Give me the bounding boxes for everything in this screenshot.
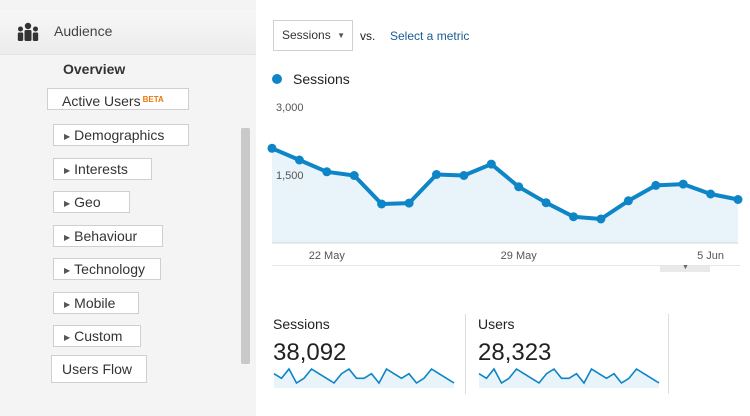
data-point[interactable]	[294, 155, 304, 165]
sparkline-line	[273, 367, 455, 385]
sidebar-section-label: Audience	[54, 23, 113, 39]
scorecard-users: Users 28,323	[478, 314, 663, 392]
audience-people-icon	[17, 22, 39, 41]
y-tick-label: 1,500	[276, 170, 304, 182]
legend-label: Sessions	[293, 71, 350, 87]
data-point[interactable]	[349, 171, 359, 180]
data-point[interactable]	[651, 180, 661, 190]
chart-divider	[272, 265, 740, 266]
sidebar-section-audience[interactable]: Audience	[0, 10, 256, 55]
scorecard-divider	[668, 314, 669, 394]
data-point[interactable]	[623, 196, 633, 206]
caret-down-icon: ▼	[682, 264, 689, 271]
sparkline	[273, 367, 455, 388]
sidebar-scrollbar-thumb[interactable]	[241, 128, 250, 364]
chevron-right-icon: ▶	[64, 333, 71, 342]
data-point[interactable]	[377, 199, 387, 209]
data-point[interactable]	[322, 167, 332, 177]
data-point[interactable]	[706, 189, 716, 199]
chevron-right-icon: ▶	[64, 300, 71, 309]
select-metric-link[interactable]: Select a metric	[390, 29, 470, 43]
sidebar-item-label: Mobile	[74, 295, 116, 311]
data-point[interactable]	[541, 198, 551, 208]
scorecard-sessions: Sessions 38,092	[273, 314, 458, 392]
sidebar-item-label: Users Flow	[62, 361, 133, 377]
sidebar-item-label: Custom	[74, 328, 123, 344]
sidebar-item-demographics[interactable]: ▶ Demographics	[53, 124, 189, 146]
sidebar-item-label: Technology	[74, 261, 145, 277]
data-point[interactable]	[569, 212, 578, 222]
sidebar-item-overview[interactable]: Overview	[63, 61, 126, 77]
chevron-right-icon: ▶	[64, 266, 71, 275]
sidebar-item-label: Demographics	[74, 127, 165, 143]
chart-expand-handle[interactable]	[660, 266, 710, 272]
series-area	[272, 148, 738, 243]
sidebar-item-label: Interests	[74, 161, 128, 177]
sidebar-item-active-users[interactable]: Active Users BETA	[47, 88, 189, 110]
sidebar-item-geo[interactable]: ▶ Geo	[53, 191, 130, 213]
scorecard-value: 38,092	[273, 339, 347, 366]
scorecard-divider	[465, 314, 466, 394]
legend-marker	[272, 74, 282, 84]
beta-badge: BETA	[142, 95, 164, 104]
sidebar-item-mobile[interactable]: ▶ Mobile	[53, 292, 139, 314]
x-tick-label: 5 Jun	[697, 250, 724, 262]
sparkline	[478, 367, 660, 388]
sessions-line-chart: 3,000 1,500 22 May 29 May 5 Jun	[267, 102, 743, 262]
data-point[interactable]	[678, 179, 688, 189]
x-tick-label: 29 May	[501, 250, 538, 262]
metric-dropdown-value: Sessions	[282, 28, 331, 42]
data-point[interactable]	[267, 143, 277, 153]
sidebar-item-behaviour[interactable]: ▶ Behaviour	[53, 225, 163, 247]
sidebar-item-label: Geo	[74, 194, 101, 210]
sidebar-item-custom[interactable]: ▶ Custom	[53, 325, 141, 347]
chevron-right-icon: ▶	[64, 132, 71, 141]
chevron-right-icon: ▶	[64, 166, 71, 175]
sidebar-item-users-flow[interactable]: Users Flow	[51, 355, 147, 383]
scorecard-value: 28,323	[478, 339, 552, 366]
series-line-sessions	[271, 146, 739, 221]
sidebar-item-label: Active Users	[62, 93, 141, 109]
scorecard-label: Users	[478, 316, 515, 332]
data-point[interactable]	[733, 195, 743, 204]
scorecard-label: Sessions	[273, 316, 330, 332]
data-point[interactable]	[459, 171, 469, 180]
data-point[interactable]	[596, 214, 606, 224]
sidebar-item-technology[interactable]: ▶ Technology	[53, 258, 161, 280]
sparkline-line	[478, 367, 660, 385]
sidebar-item-label: Behaviour	[74, 228, 138, 244]
vs-label: vs.	[360, 29, 376, 43]
sidebar-item-interests[interactable]: ▶ Interests	[53, 158, 152, 180]
caret-down-icon: ▼	[337, 31, 345, 40]
x-tick-label: 22 May	[309, 250, 346, 262]
y-tick-label: 3,000	[276, 102, 304, 114]
data-point[interactable]	[432, 170, 441, 179]
chevron-right-icon: ▶	[64, 233, 71, 242]
chevron-right-icon: ▶	[64, 199, 71, 208]
data-point[interactable]	[514, 182, 524, 192]
data-point[interactable]	[404, 198, 414, 208]
sidebar: Audience Overview Active Users BETA ▶ Demo…	[0, 0, 256, 416]
data-point[interactable]	[486, 159, 496, 169]
metric-dropdown[interactable]: Sessions ▼	[273, 20, 353, 51]
